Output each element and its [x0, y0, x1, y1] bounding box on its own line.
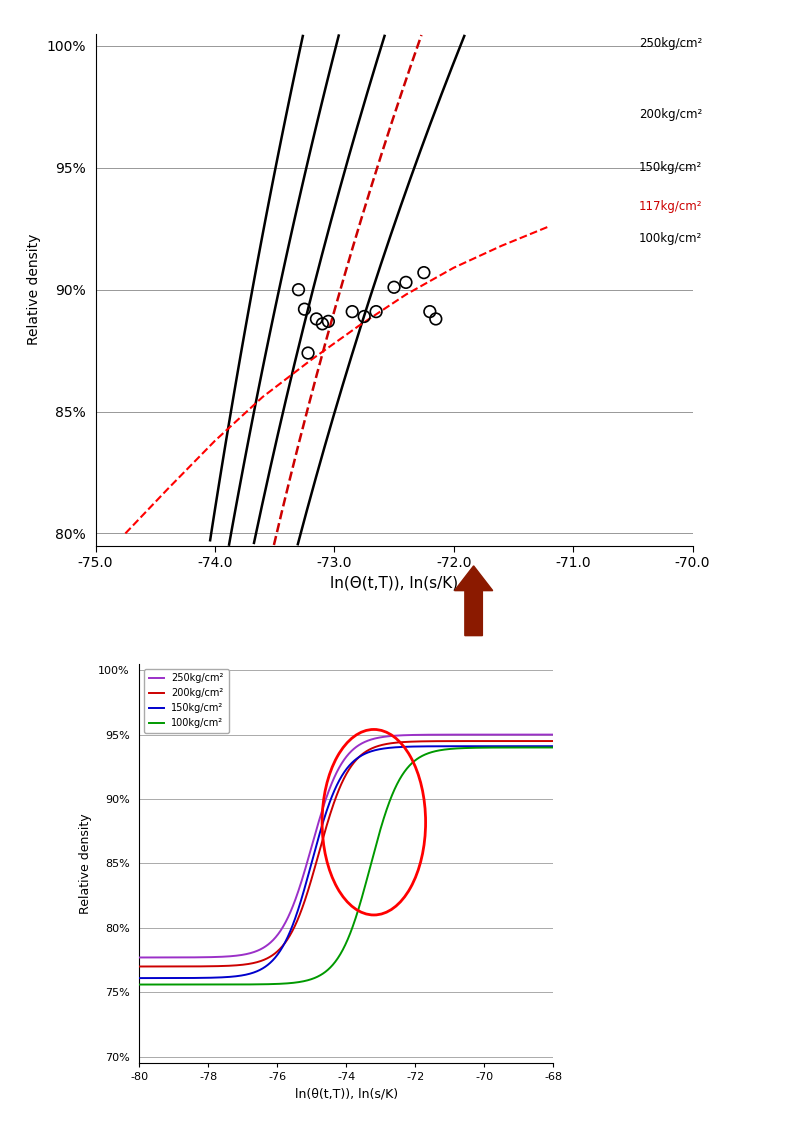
- FancyArrow shape: [455, 566, 493, 636]
- X-axis label: ln(Θ(t,T)), ln(s/K): ln(Θ(t,T)), ln(s/K): [330, 576, 458, 591]
- Y-axis label: Relative density: Relative density: [27, 234, 41, 345]
- Point: [369, 303, 382, 321]
- Point: [423, 303, 436, 321]
- Y-axis label: Relative density: Relative density: [80, 813, 92, 914]
- Point: [298, 300, 310, 318]
- Legend: 250kg/cm², 200kg/cm², 150kg/cm², 100kg/cm²: 250kg/cm², 200kg/cm², 150kg/cm², 100kg/c…: [144, 668, 228, 732]
- Point: [388, 278, 400, 296]
- Text: 117kg/cm²: 117kg/cm²: [638, 200, 702, 214]
- Point: [310, 309, 322, 327]
- Point: [346, 303, 359, 321]
- Point: [322, 313, 335, 331]
- Point: [292, 280, 305, 298]
- Point: [316, 315, 329, 333]
- Text: 100kg/cm²: 100kg/cm²: [638, 232, 702, 245]
- Point: [429, 309, 442, 327]
- Point: [400, 273, 412, 291]
- X-axis label: ln(θ(t,T)), ln(s/K): ln(θ(t,T)), ln(s/K): [295, 1088, 398, 1100]
- Text: 200kg/cm²: 200kg/cm²: [638, 108, 702, 120]
- Text: 150kg/cm²: 150kg/cm²: [638, 161, 702, 174]
- Text: 250kg/cm²: 250kg/cm²: [638, 37, 702, 49]
- Point: [302, 344, 314, 362]
- Point: [418, 263, 431, 281]
- Point: [358, 307, 371, 325]
